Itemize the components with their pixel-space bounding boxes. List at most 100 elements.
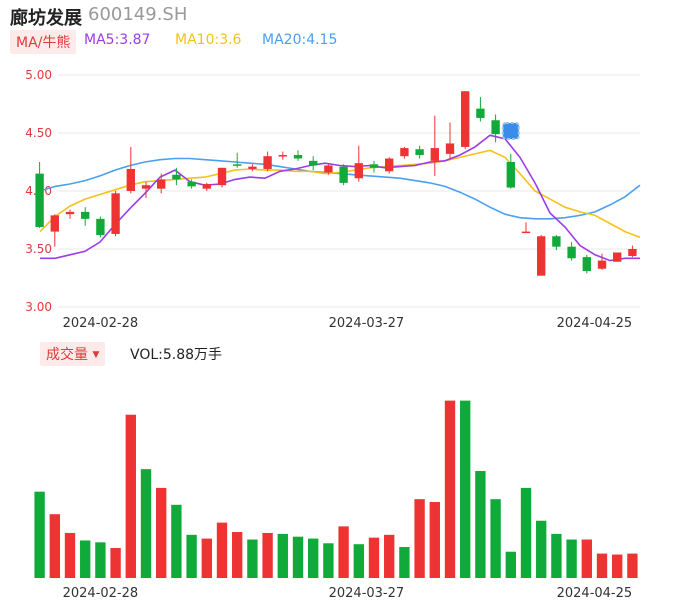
candle-body [324,165,333,173]
volume-bar [308,538,319,578]
chevron-down-icon: ▼ [92,350,100,360]
volume-bar [110,547,121,578]
volume-bar [64,532,76,578]
candle-body [430,148,439,161]
candle-body [217,167,227,186]
candle-body [96,218,105,236]
volume-bar [368,537,380,578]
candle-body [293,155,303,159]
volume-bar [384,534,395,578]
candle-body [567,246,576,259]
y-tick-label: 4.50 [25,126,52,140]
volume-bar [490,499,501,578]
volume-bar [566,539,577,578]
stock-name: 廊坊发展 [10,8,82,29]
volume-bar [353,544,364,578]
candle-body [278,155,287,157]
volume-bar [95,542,106,578]
volume-mode-label: 成交量 [46,347,88,363]
candle-body [309,160,318,166]
volume-bar [505,551,516,578]
volume-bar [444,400,456,578]
volume-bar [201,538,212,578]
ma10-legend: MA10:3.6 [175,32,242,48]
volume-bar [247,539,258,578]
x-tick-label: 2024-03-27 [329,316,405,331]
candle-body [369,164,379,168]
candle-body [111,193,120,234]
candle-body [521,231,531,234]
volume-x-tick-label: 2024-04-25 [557,586,633,601]
candle-body [613,252,622,262]
volume-bar [216,522,228,578]
volume-bar [80,540,91,578]
candle-body [354,163,363,179]
volume-bar [277,533,288,578]
volume-bar [34,491,45,578]
candle-body [65,211,75,215]
candle-body [35,173,44,227]
stock-code: 600149.SH [88,4,188,25]
volume-bar [612,554,623,578]
candle-body [157,179,166,189]
ma-mode-selector[interactable]: MA/牛熊 [10,30,77,54]
volume-bar [140,469,152,578]
volume-bar [171,504,182,578]
candle-body [248,166,257,169]
candle-body [491,120,500,135]
candle-body [339,166,348,183]
candle-body [400,148,409,157]
volume-bar [156,487,167,578]
volume-bar [627,553,638,578]
candle-body [461,91,470,147]
candle-body [552,236,561,247]
volume-bar [262,532,273,578]
volume-bar [186,534,197,578]
volume-bar [460,400,471,578]
volume-x-tick-label: 2024-03-27 [329,586,405,601]
volume-bar [338,526,349,578]
candle-body [50,215,59,232]
x-tick-label: 2024-02-28 [63,316,139,331]
candle-body [628,249,637,256]
candle-body [263,156,272,169]
volume-bar [49,514,60,578]
candle-body [445,143,455,154]
candle-body [81,211,90,219]
volume-bar [323,543,334,578]
volume-bar [232,532,243,578]
candle-body [582,257,591,272]
volume-bar [125,414,136,578]
ma5-line [40,134,640,262]
volume-x-tick-label: 2024-02-28 [63,586,139,601]
volume-value-label: VOL:5.88万手 [130,347,223,363]
candle-body [476,108,485,118]
volume-bar [429,501,440,578]
candle-body [141,185,151,189]
volume-mode-selector[interactable]: 成交量 ▼ [40,342,106,366]
x-tick-label: 2024-04-25 [557,316,633,331]
volume-bar [536,520,547,578]
y-tick-label: 3.50 [25,242,52,256]
candle-body [187,181,196,187]
candle-body [415,149,424,156]
candle-body [597,260,607,269]
candle-body [385,158,394,172]
y-tick-label: 3.00 [25,300,52,314]
volume-bar [292,536,304,578]
candle-body [202,184,211,189]
event-marker-icon [501,122,520,140]
volume-bar [399,547,410,578]
volume-bar [551,533,562,578]
ma5-legend: MA5:3.87 [84,32,151,48]
volume-bar [475,471,486,578]
volume-bar [520,487,532,578]
candle-body [172,174,181,180]
candle-body [537,236,546,276]
y-tick-label: 5.00 [25,68,52,82]
volume-bar [596,553,608,578]
ma20-legend: MA20:4.15 [262,32,338,48]
candle-body [233,164,242,166]
candle-body [126,168,135,191]
